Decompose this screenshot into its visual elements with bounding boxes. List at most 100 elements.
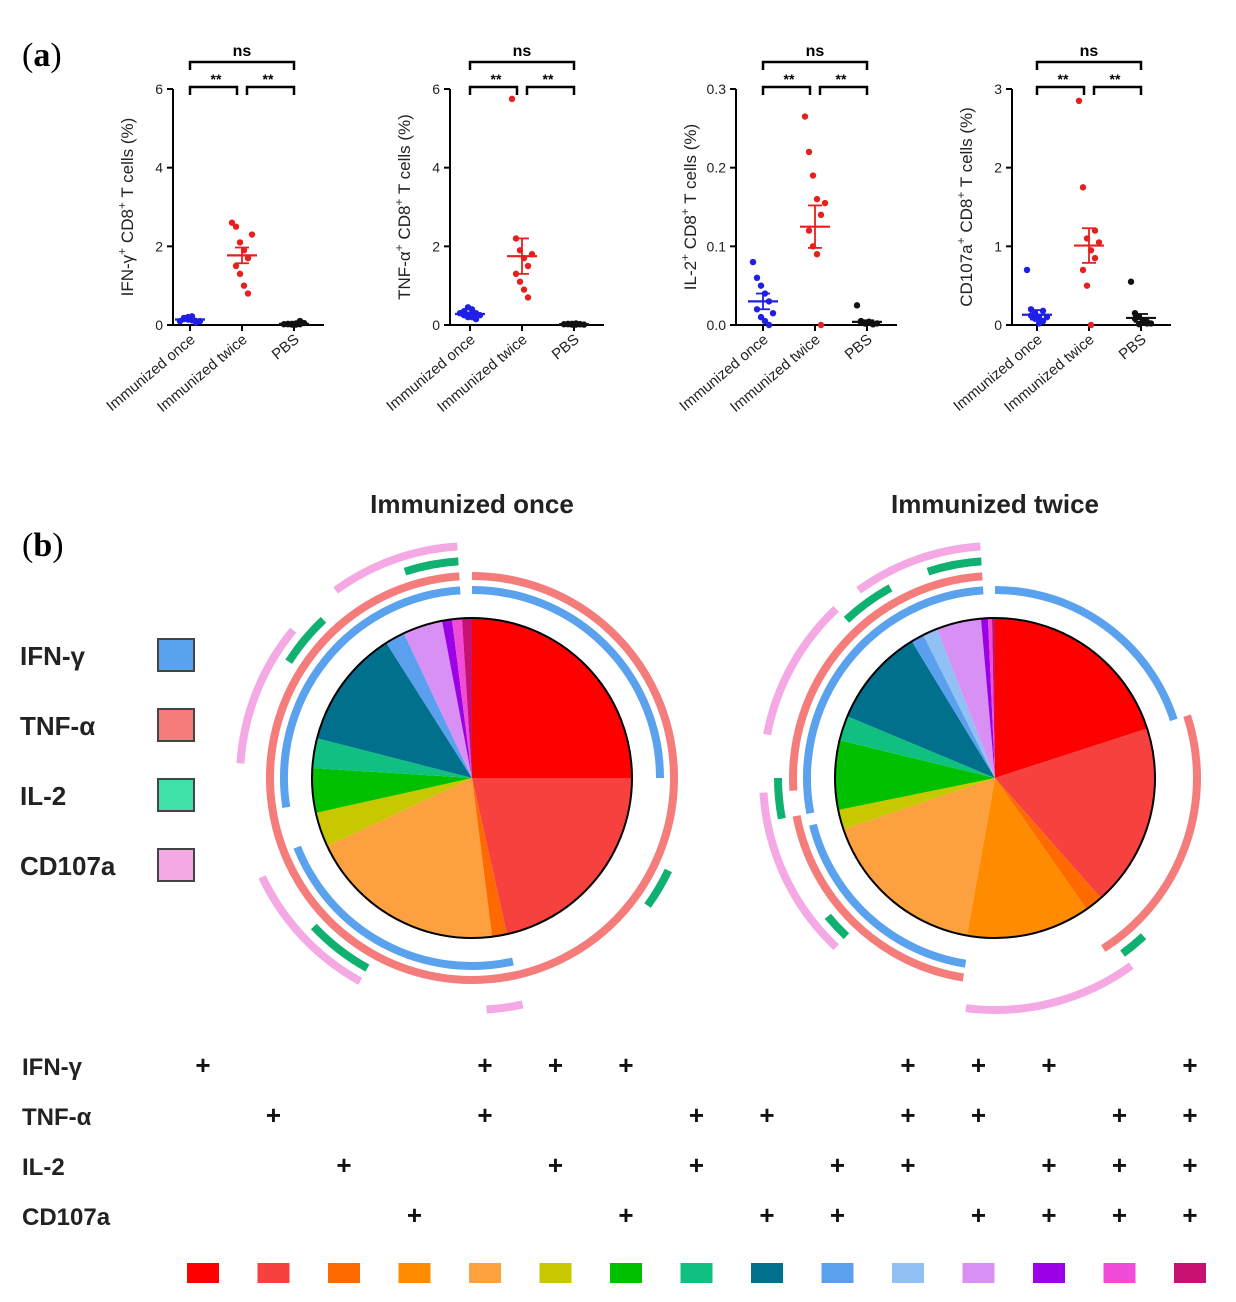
y-tick-label: 2 [994,160,1002,176]
y-axis-label-part: + [954,192,968,199]
data-point [236,270,244,278]
legend-label: IFN-γ [20,641,86,671]
pie-slice [991,618,995,778]
sig-label-left: ** [491,71,502,87]
data-point [805,148,813,156]
y-axis-label-part: CD107a [957,244,976,307]
combo-plus: + [548,1150,563,1180]
combo-plus: + [759,1100,774,1130]
combo-plus: + [1041,1050,1056,1080]
legend-swatch [157,708,195,742]
y-tick-label: 0.0 [707,317,727,333]
pie-panel-2: Immunized twice [759,489,1201,1014]
y-tick-label: 0 [994,317,1002,333]
pie-slice [317,642,472,778]
data-point [1023,266,1031,274]
pie-slice [315,778,472,847]
pie-title: Immunized once [370,489,574,519]
pie-slice [995,618,1148,778]
combo-plus: + [971,1100,986,1130]
combo-plus: + [477,1050,492,1080]
x-tick-label: PBS [842,331,876,363]
pie-slice [386,633,472,778]
data-point [1147,320,1155,327]
y-tick-label: 6 [432,81,440,97]
combo-plus: + [1182,1100,1197,1130]
pie-slice [980,618,995,778]
sig-label-right: ** [1110,71,1121,87]
pie-arc-cd107a [856,542,981,594]
legend-label: CD107a [20,851,116,881]
y-tick-label: 4 [432,160,440,176]
data-point [761,317,769,325]
combo-plus: + [830,1200,845,1230]
y-tick-label: 0 [155,317,163,333]
x-tick-label: Immunized once [103,331,198,415]
data-point [236,239,244,246]
combo-row-label: IL-2 [22,1154,65,1181]
combo-plus: + [618,1050,633,1080]
data-point [248,231,256,238]
sig-bracket-left [188,85,239,95]
combo-row-label: TNF-α [22,1104,92,1131]
combo-swatch [821,1263,854,1283]
pie-arc-il-2 [310,923,370,972]
sig-bracket-outer [188,60,296,70]
y-tick-label: 0.3 [707,81,727,97]
pie-slice [966,778,1087,938]
pie-slice [843,778,995,936]
panel-a-label: (a) [22,37,62,74]
y-tick-label: 2 [432,238,440,254]
y-axis-label-part: + [678,254,692,261]
pie-slice [838,778,995,830]
y-axis-label-part: T cells (%) [395,114,414,198]
y-tick-label: 3 [994,81,1002,97]
sig-bracket-outer [1035,60,1143,70]
pie-panels: Immunized once Immunized twice [236,489,1201,1014]
combo-plus: + [477,1100,492,1130]
pie-slice [937,618,995,778]
combo-table: IFN-γ TNF-α IL-2 CD107a + + + + + + + + + + + + + + + + + + + +… [22,1050,1206,1283]
y-axis-label: TNF-α+ CD8+ T cells (%) [392,114,414,300]
x-tick-label: Immunized twice [154,331,250,416]
data-point [813,195,821,203]
data-point [1079,266,1087,274]
combo-plus: + [971,1200,986,1230]
legend-swatch [157,848,195,882]
y-tick-label: 6 [155,81,163,97]
x-tick-label: Immunized once [676,331,771,415]
combo-swatch [328,1263,360,1283]
pie-arc-cd107a [763,605,839,736]
y-tick-label: 1 [994,238,1002,254]
combo-plus: + [548,1050,563,1080]
data-point [1087,321,1095,329]
x-tick-label: Immunized once [950,331,1045,415]
combo-plus: + [1182,1200,1197,1230]
combo-plus: + [900,1150,915,1180]
sig-label-left: ** [784,71,795,87]
y-axis-label-part: T cells (%) [681,124,700,208]
y-axis-label-part: CD8 [957,199,976,238]
sig-bracket-right [245,85,296,95]
legend-label: TNF-α [20,711,95,741]
pie-arc-ifn- [471,586,664,779]
pie-arc-ifn- [293,845,514,970]
pie-arc-il-2 [285,616,327,664]
y-tick-label: 0.1 [707,238,727,254]
pie-slice [995,778,1101,910]
y-axis-label-part: IFN-γ [118,254,137,296]
x-tick-label: Immunized twice [1001,331,1097,416]
pie-arc-cd107a [236,627,297,764]
combo-swatch [469,1263,501,1283]
pie-arc-ifn- [809,823,967,968]
data-point [801,113,809,120]
pie-slice [847,641,995,778]
data-point [853,302,861,309]
pie-arc-cd107a [759,792,839,951]
y-axis-label-part: + [392,199,406,206]
sig-label-right: ** [836,71,847,87]
pie-slice [327,778,493,938]
pie-arc-cd107a [486,1000,524,1014]
